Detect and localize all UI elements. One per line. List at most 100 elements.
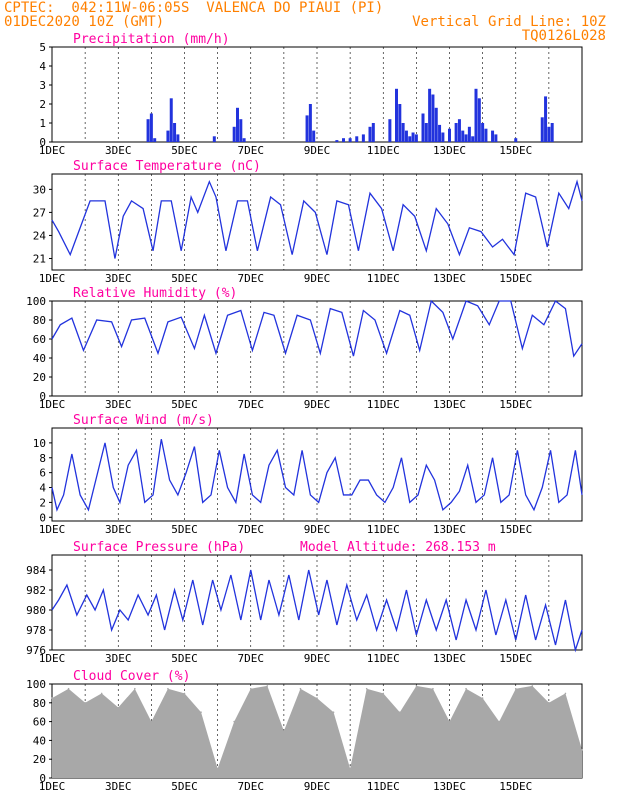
panel-title: Surface Wind (m/s) bbox=[73, 413, 214, 428]
y-tick-label: 982 bbox=[26, 584, 46, 597]
precip-bar bbox=[411, 132, 415, 142]
x-tick-label: 11DEC bbox=[367, 272, 400, 285]
precip-bar bbox=[424, 123, 428, 142]
y-tick-label: 2 bbox=[39, 496, 46, 509]
header-station: CPTEC: 042:11W-06:05S VALENCA DO PIAUI (… bbox=[4, 0, 384, 16]
panel-title: Precipitation (mm/h) bbox=[73, 32, 230, 47]
x-tick-label: 5DEC bbox=[171, 398, 198, 411]
precip-bar bbox=[494, 134, 498, 142]
precip-bar bbox=[461, 130, 465, 142]
x-tick-label: 15DEC bbox=[499, 523, 532, 536]
x-tick-label: 7DEC bbox=[238, 523, 265, 536]
precip-bar bbox=[305, 115, 309, 142]
header-run-id: TQ0126L028 bbox=[521, 28, 606, 44]
precip-bar bbox=[464, 134, 468, 142]
y-tick-label: 20 bbox=[33, 371, 46, 384]
x-tick-label: 3DEC bbox=[105, 272, 132, 285]
y-tick-label: 40 bbox=[33, 734, 46, 747]
y-tick-label: 80 bbox=[33, 697, 46, 710]
panel-title: Surface Pressure (hPa) bbox=[73, 540, 245, 555]
precip-bar bbox=[428, 88, 432, 142]
y-tick-label: 0 bbox=[39, 136, 46, 149]
cloud-point bbox=[448, 720, 451, 723]
x-tick-label: 3DEC bbox=[105, 523, 132, 536]
precip-bar bbox=[212, 136, 216, 142]
x-tick-label: 11DEC bbox=[367, 398, 400, 411]
cloud-point bbox=[183, 692, 186, 695]
precip-bar bbox=[550, 123, 554, 142]
x-tick-label: 7DEC bbox=[238, 780, 265, 793]
panel-annotation: Model Altitude: 268.153 m bbox=[300, 540, 496, 555]
x-tick-label: 1DEC bbox=[39, 398, 66, 411]
y-tick-label: 0 bbox=[39, 390, 46, 403]
x-tick-label: 9DEC bbox=[304, 523, 331, 536]
panel-title: Surface Temperature (nC) bbox=[73, 159, 261, 174]
precip-bar bbox=[401, 123, 405, 142]
precip-bar bbox=[481, 123, 485, 142]
cloud-point bbox=[581, 749, 583, 751]
precipitation-panel: 1DEC 3DEC 5DEC 7DEC 9DEC 11DEC 13DEC 15DEC 0 1 2 3 4… bbox=[39, 32, 583, 157]
precip-bar bbox=[471, 136, 475, 142]
humidity-panel: 1DEC 3DEC 5DEC 7DEC 9DEC 11DEC 13DEC 15DEC 0 20 40… bbox=[26, 286, 583, 411]
cloud-point bbox=[283, 730, 285, 732]
series-line bbox=[51, 179, 583, 259]
cloud-point bbox=[51, 697, 53, 699]
precip-bar bbox=[173, 123, 177, 142]
precip-bar bbox=[398, 104, 402, 142]
precip-bar bbox=[368, 126, 372, 142]
y-tick-label: 10 bbox=[33, 437, 46, 450]
precip-bar bbox=[547, 126, 551, 142]
x-tick-label: 11DEC bbox=[367, 780, 400, 793]
x-tick-label: 11DEC bbox=[367, 523, 400, 536]
precip-bar bbox=[514, 138, 518, 142]
y-tick-label: 60 bbox=[33, 333, 46, 346]
precip-bar bbox=[242, 138, 246, 142]
precip-bar bbox=[342, 138, 345, 142]
x-tick-label: 15DEC bbox=[499, 144, 532, 157]
y-tick-label: 8 bbox=[39, 452, 46, 465]
y-tick-label: 21 bbox=[33, 252, 46, 265]
y-tick-label: 100 bbox=[26, 295, 46, 308]
precip-bar bbox=[146, 119, 150, 142]
x-tick-label: 15DEC bbox=[499, 272, 532, 285]
cloud-point bbox=[481, 697, 484, 699]
cloud-point bbox=[399, 711, 401, 713]
precip-bar bbox=[448, 128, 451, 142]
precip-bar bbox=[457, 119, 461, 142]
cloud-point bbox=[67, 687, 70, 690]
y-tick-label: 20 bbox=[33, 753, 46, 766]
cloud-point bbox=[200, 711, 202, 713]
x-tick-label: 15DEC bbox=[499, 398, 532, 411]
cloud-point bbox=[465, 687, 467, 690]
cloud-point bbox=[316, 697, 318, 699]
y-tick-label: 5 bbox=[39, 41, 46, 54]
y-tick-label: 984 bbox=[26, 564, 46, 577]
precip-bar bbox=[477, 98, 481, 142]
x-tick-label: 13DEC bbox=[433, 652, 466, 665]
precip-bar bbox=[153, 138, 157, 142]
cloud-point bbox=[100, 692, 103, 695]
cloud-point bbox=[299, 687, 302, 690]
x-tick-label: 5DEC bbox=[171, 523, 198, 536]
y-tick-label: 4 bbox=[39, 60, 46, 73]
x-tick-label: 5DEC bbox=[171, 652, 198, 665]
cloud-area bbox=[52, 685, 582, 778]
precip-bar bbox=[371, 123, 375, 142]
y-tick-label: 80 bbox=[33, 314, 46, 327]
x-tick-label: 5DEC bbox=[171, 272, 198, 285]
x-tick-label: 3DEC bbox=[105, 780, 132, 793]
x-tick-label: 11DEC bbox=[367, 652, 400, 665]
precip-bar bbox=[441, 132, 445, 142]
precip-bar bbox=[239, 119, 243, 142]
x-tick-label: 11DEC bbox=[367, 144, 400, 157]
x-tick-label: 9DEC bbox=[304, 272, 331, 285]
x-tick-label: 1DEC bbox=[39, 272, 66, 285]
precip-bar bbox=[404, 130, 408, 142]
x-tick-label: 9DEC bbox=[304, 652, 331, 665]
precip-bar bbox=[348, 138, 352, 142]
x-tick-label: 3DEC bbox=[105, 144, 132, 157]
y-tick-label: 976 bbox=[26, 644, 46, 657]
cloud-cover-panel: 1DEC 3DEC 5DEC 7DEC 9DEC 11DEC 13DEC 15DEC 0 20 40… bbox=[26, 669, 583, 793]
x-tick-label: 9DEC bbox=[304, 144, 331, 157]
